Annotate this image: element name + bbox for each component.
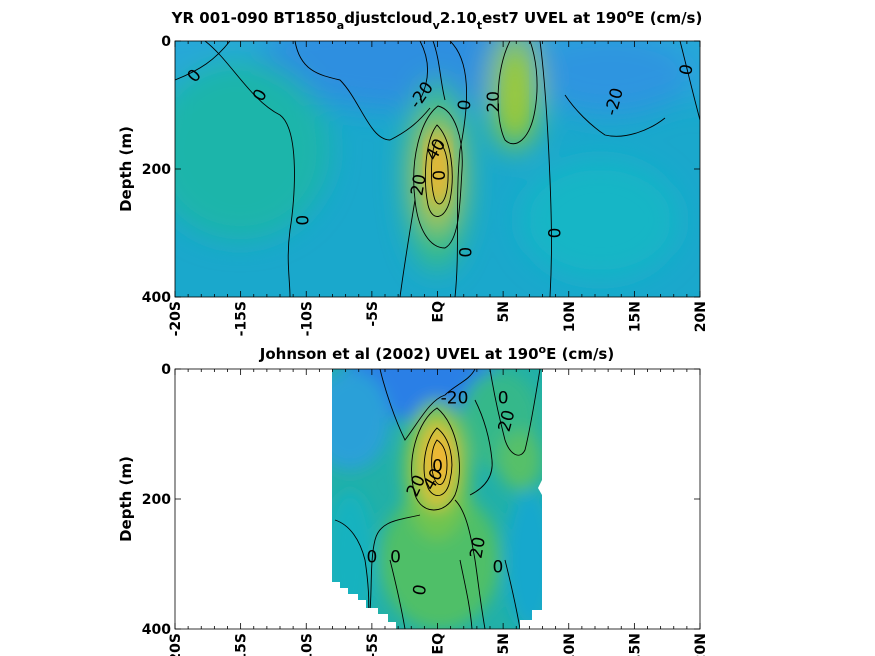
contour-label: 0 [455,99,476,112]
contour-label: 20 [407,173,430,198]
x-tick-label: -20S [168,301,184,336]
contour-label: 0 [492,557,503,577]
contour-label: 0 [676,63,698,77]
y-tick-label: 0 [161,34,171,50]
bottom-ylabel: Depth (m) [117,456,135,542]
bottom-panel: Johnson et al (2002) UVEL at 190oE (cm/s… [117,343,709,656]
x-tick-label: 5N [496,301,512,322]
x-tick-label: 10N [562,633,578,656]
x-tick-label: -5S [365,301,381,327]
x-tick-label: -15S [234,301,250,336]
y-tick-label: 0 [161,362,171,378]
contour-label: 0 [366,548,377,568]
x-tick-label: EQ [431,633,447,655]
contour-label: 0 [432,457,443,477]
x-tick-label: 20N [693,633,709,656]
x-tick-label: 15N [627,301,643,332]
y-tick-label: 200 [142,162,171,178]
top-ylabel: Depth (m) [117,126,135,212]
y-tick-label: 400 [142,290,171,306]
contour-label: 0 [390,548,401,568]
x-tick-label: 20N [693,301,709,332]
y-tick-label: 400 [142,622,171,638]
contour-label: 0 [498,388,509,408]
x-tick-label: -10S [299,633,315,656]
top-contour-lines [175,41,700,297]
top-title: YR 001-090 BT1850adjustcloudv2.10test7 U… [171,7,703,32]
contour-label: 0 [410,583,432,597]
x-tick-label: -15S [234,633,250,656]
contour-label: 0 [294,215,314,226]
x-tick-label: -20S [168,633,184,656]
x-tick-label: 10N [562,301,578,332]
x-tick-label: EQ [431,301,447,323]
x-tick-label: 5N [496,633,512,654]
x-tick-label: -10S [299,301,315,336]
x-tick-label: -5S [365,633,381,656]
bottom-contour-lines [334,369,541,629]
bottom-title: Johnson et al (2002) UVEL at 190oE (cm/s… [259,343,614,363]
contour-label: 20 [484,91,504,113]
contour-label: 20 [466,535,489,560]
contour-label: -20 [441,388,469,408]
y-tick-label: 200 [142,492,171,508]
contour-label: 0 [430,170,450,181]
contour-label: 0 [456,247,476,258]
x-tick-label: 15N [627,633,643,656]
contour-label: 0 [546,228,566,239]
top-panel: YR 001-090 BT1850adjustcloudv2.10test7 U… [117,7,709,336]
